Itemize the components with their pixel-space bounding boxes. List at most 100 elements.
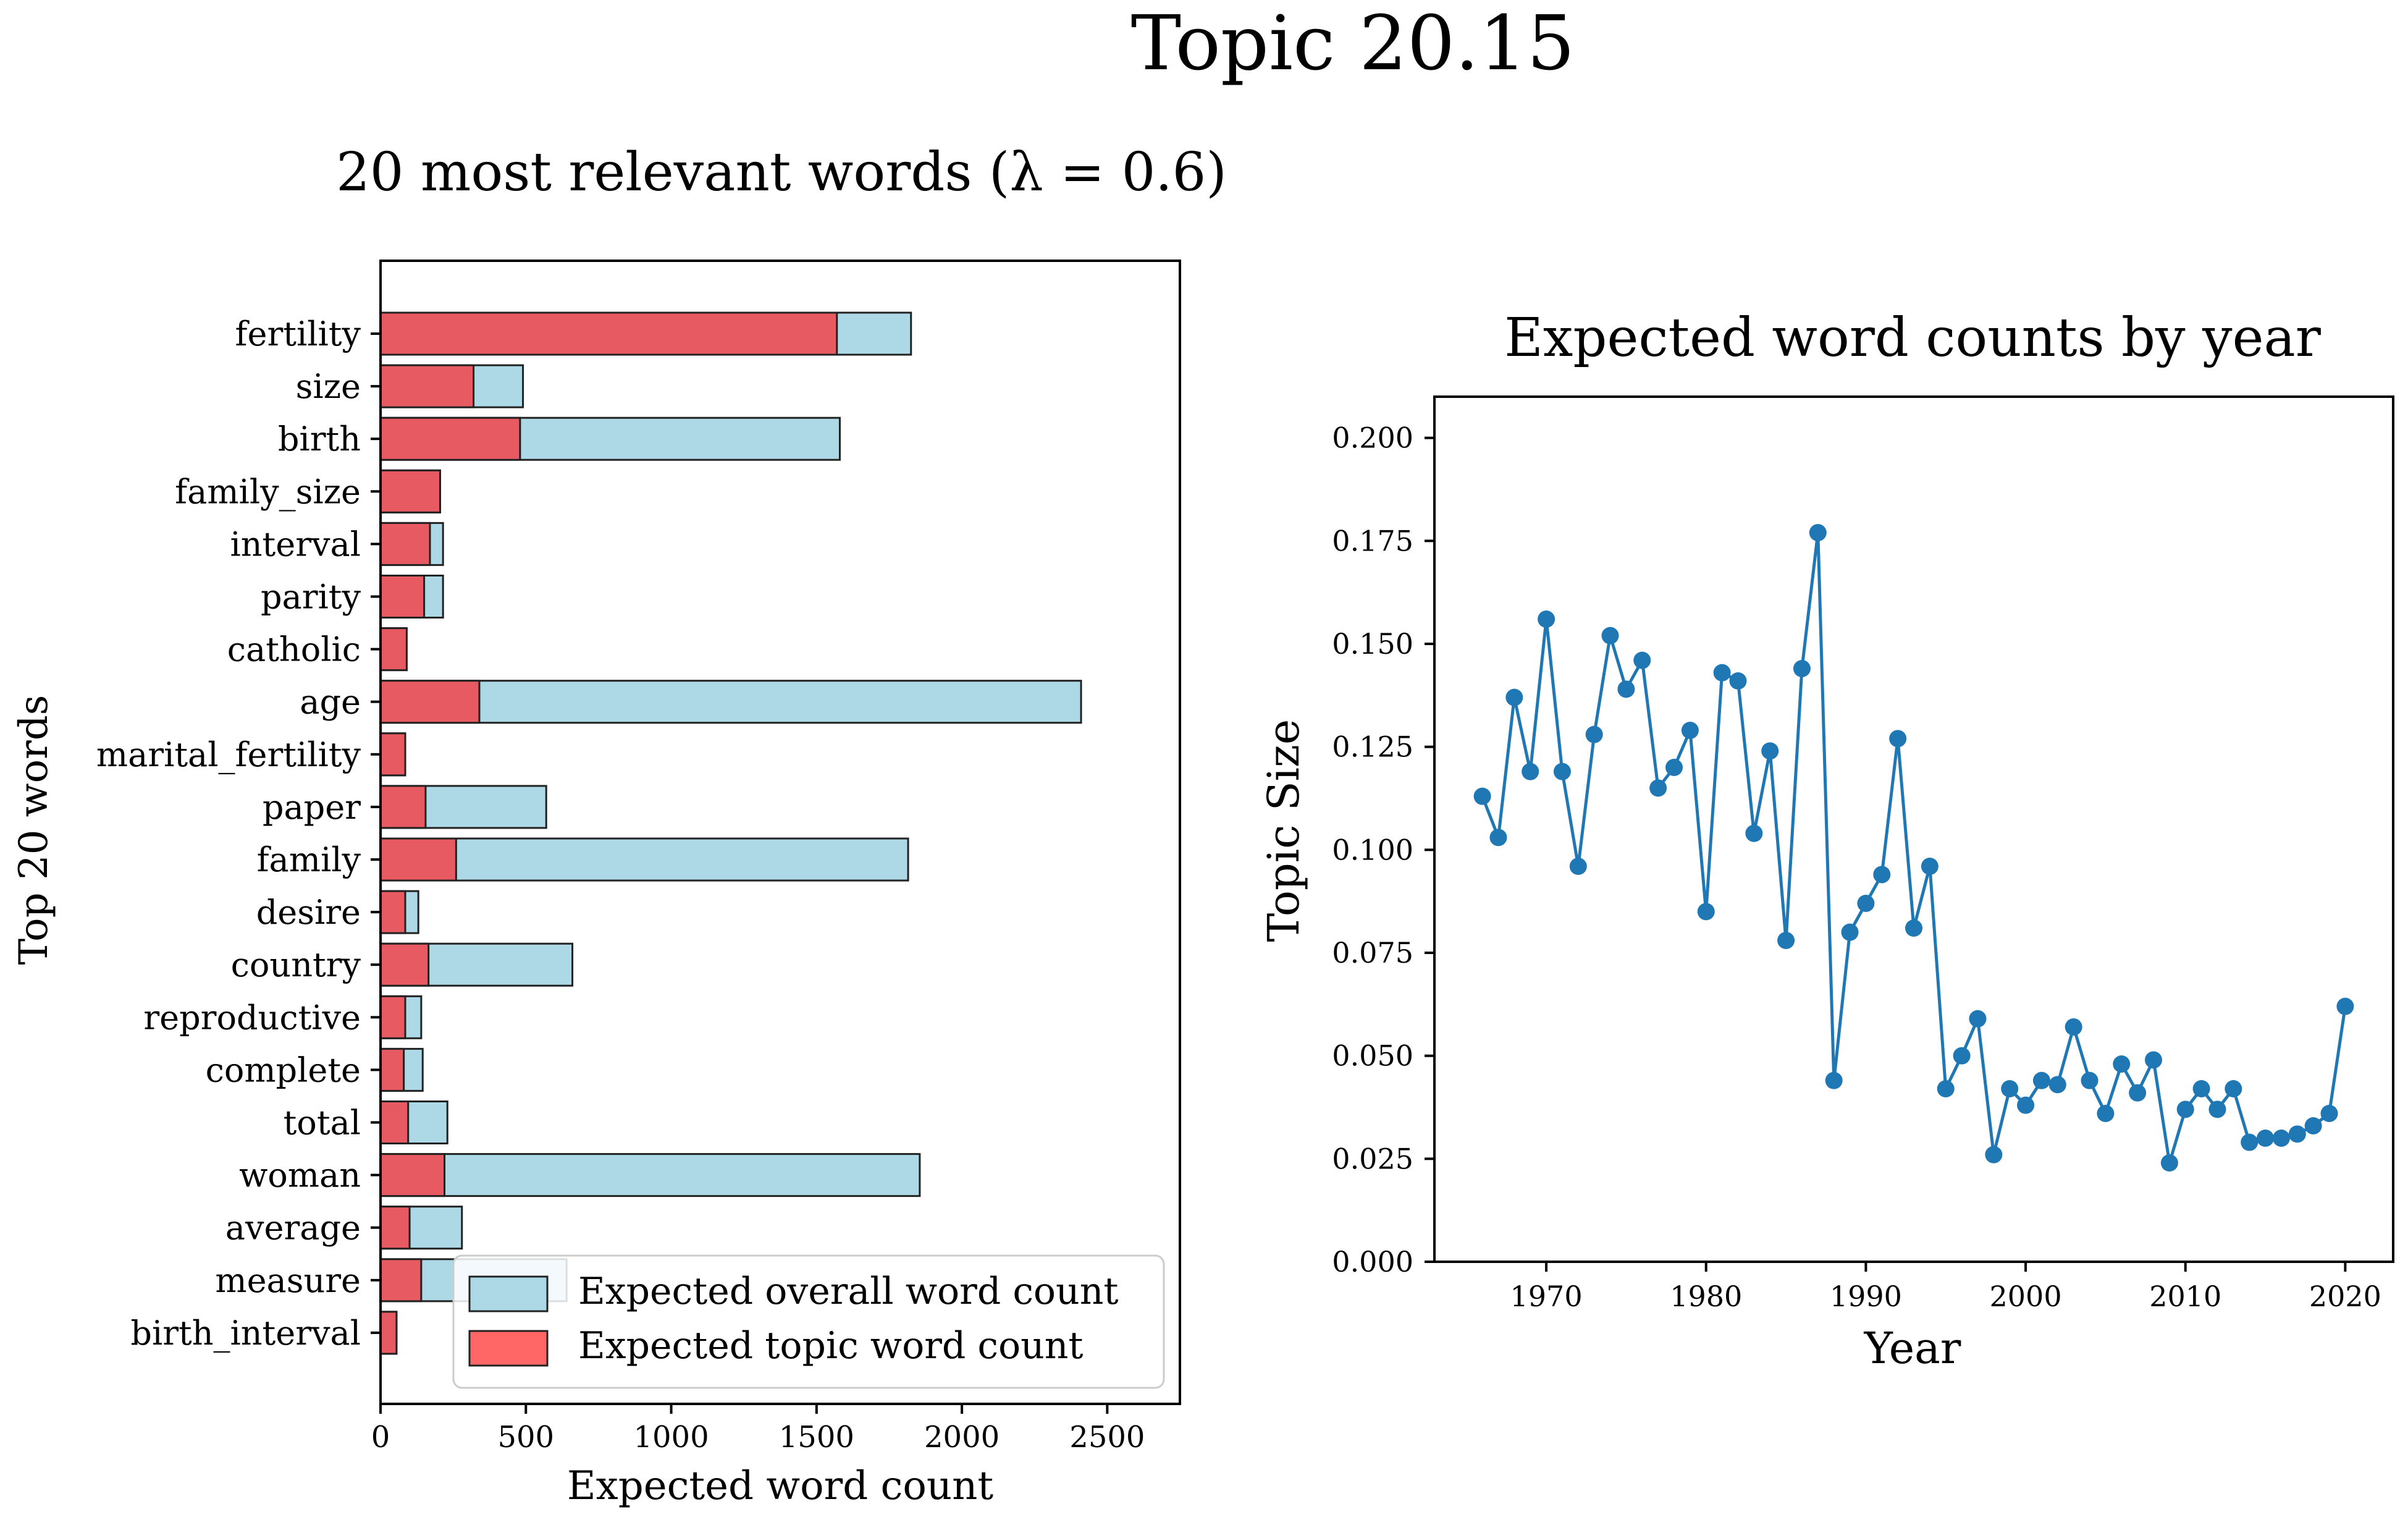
line-y-tick-label: 0.050 bbox=[1332, 1039, 1413, 1073]
line-data-point bbox=[1793, 660, 1811, 677]
legend-label-overall: Expected overall word count bbox=[578, 1270, 1118, 1313]
bar-topic bbox=[379, 837, 457, 882]
bar-topic bbox=[379, 416, 521, 461]
bar-y-tick-label: interval bbox=[230, 525, 361, 564]
line-data-point bbox=[2145, 1051, 2162, 1069]
bar-topic bbox=[379, 1206, 411, 1250]
line-data-point bbox=[2065, 1018, 2082, 1036]
bar-chart: 20 most relevant words (λ = 0.6) fertili… bbox=[11, 142, 1227, 1509]
bar-topic bbox=[379, 575, 426, 619]
bar-topic bbox=[379, 364, 475, 408]
bar-y-tick-label: marital_fertility bbox=[96, 735, 361, 774]
line-x-tick-labels: 1970 1980 1990 2000 2010 2020 bbox=[1510, 1262, 2381, 1313]
line-data-point bbox=[1777, 932, 1795, 949]
bar-topic bbox=[379, 732, 406, 777]
line-data-point bbox=[2225, 1080, 2242, 1097]
bar-y-tick-label: fertility bbox=[235, 315, 361, 353]
line-y-tick-label: 0.000 bbox=[1332, 1245, 1413, 1278]
bar-legend: Expected overall word count Expected top… bbox=[452, 1254, 1165, 1389]
line-y-tick-label: 0.100 bbox=[1332, 833, 1413, 866]
line-data-point bbox=[2081, 1071, 2099, 1089]
line-x-tick-label: 2000 bbox=[1990, 1280, 2062, 1313]
line-x-tick-label: 2010 bbox=[2149, 1280, 2221, 1313]
legend-label-topic: Expected topic word count bbox=[578, 1324, 1084, 1367]
line-data-point bbox=[2160, 1154, 2178, 1172]
line-data-point bbox=[1809, 524, 1827, 541]
bar-x-tick-label: 2500 bbox=[1069, 1420, 1145, 1455]
line-data-point bbox=[1697, 903, 1715, 921]
line-data-point bbox=[1905, 919, 1922, 937]
line-data-point bbox=[1729, 672, 1747, 690]
line-plot-frame bbox=[1433, 395, 2394, 1263]
bar-y-tick-label: country bbox=[231, 945, 361, 984]
bar-x-tick-label: 1000 bbox=[633, 1420, 709, 1455]
line-data-point bbox=[1649, 779, 1667, 797]
line-data-point bbox=[1825, 1071, 1843, 1089]
line-data-point bbox=[2257, 1130, 2275, 1147]
bar-y-tick-label: parity bbox=[261, 578, 361, 617]
bar-topic bbox=[379, 1258, 423, 1303]
line-data-point bbox=[1505, 688, 1523, 706]
line-series bbox=[1473, 524, 2354, 1172]
bar-x-tick-label: 2000 bbox=[924, 1420, 1000, 1455]
bar-x-axis-label: Expected word count bbox=[567, 1463, 993, 1509]
bar-topic bbox=[379, 942, 430, 987]
line-y-tick-label: 0.075 bbox=[1332, 936, 1413, 969]
line-data-point bbox=[2001, 1080, 2019, 1097]
line-y-tick-label: 0.125 bbox=[1332, 730, 1413, 764]
bar-topic bbox=[379, 890, 406, 934]
bar-topic bbox=[379, 785, 427, 829]
line-data-point bbox=[1937, 1080, 1955, 1097]
bar-topic bbox=[379, 469, 441, 513]
line-data-point bbox=[1665, 759, 1683, 776]
line-data-point bbox=[2048, 1076, 2066, 1094]
line-data-point bbox=[1889, 730, 1907, 748]
line-data-point bbox=[1969, 1010, 1987, 1028]
line-data-point bbox=[2304, 1117, 2322, 1134]
bar-legend-frame bbox=[452, 1254, 1165, 1389]
bar-y-tick-label: complete bbox=[206, 1050, 361, 1089]
bar-topic bbox=[379, 311, 838, 356]
bar-topic bbox=[379, 1153, 446, 1198]
line-data-point bbox=[2272, 1130, 2290, 1147]
line-x-tick-label: 1990 bbox=[1830, 1280, 1902, 1313]
line-data-point bbox=[2129, 1084, 2147, 1102]
bar-overall bbox=[379, 837, 909, 882]
line-data-point bbox=[1921, 858, 1939, 875]
bar-plot-frame bbox=[379, 260, 1181, 1405]
line-data-point bbox=[1633, 651, 1651, 669]
line-data-point bbox=[2241, 1133, 2259, 1151]
line-data-point bbox=[2336, 997, 2354, 1015]
line-data-point bbox=[1553, 762, 1571, 780]
line-data-point bbox=[2320, 1105, 2338, 1122]
bar-y-tick-label: paper bbox=[263, 788, 361, 827]
line-data-point bbox=[1985, 1146, 2003, 1164]
line-data-point bbox=[1601, 627, 1619, 644]
bar-overall bbox=[379, 1153, 921, 1198]
line-data-point bbox=[1585, 725, 1603, 743]
bar-x-tick-label: 500 bbox=[497, 1420, 554, 1455]
bar-y-tick-label: catholic bbox=[227, 630, 361, 669]
bar-y-tick-label: average bbox=[225, 1209, 361, 1248]
line-data-point bbox=[1761, 742, 1779, 760]
line-data-point bbox=[1538, 610, 1556, 628]
line-data-point bbox=[2176, 1100, 2194, 1118]
bar-x-tick-label: 0 bbox=[371, 1420, 390, 1455]
line-x-tick-label: 1980 bbox=[1670, 1280, 1742, 1313]
bar-overall bbox=[379, 680, 1082, 724]
bar-chart-title: 20 most relevant words (λ = 0.6) bbox=[336, 142, 1227, 203]
legend-swatch-overall bbox=[468, 1275, 549, 1312]
bar-y-axis-label: Top 20 words bbox=[11, 695, 57, 965]
line-data-point bbox=[1857, 895, 1875, 912]
line-data-point bbox=[2097, 1105, 2115, 1122]
bar-x-tick-labels: 0 500 1000 1500 2000 2500 bbox=[371, 1404, 1145, 1455]
line-data-point bbox=[2017, 1096, 2035, 1114]
line-x-tick-label: 1970 bbox=[1510, 1280, 1583, 1313]
line-y-axis-label: Topic Size bbox=[1258, 719, 1309, 942]
line-y-tick-label: 0.025 bbox=[1332, 1142, 1413, 1175]
line-y-tick-labels: 0.000 0.025 0.050 0.075 0.100 0.125 0.150 0.175… bbox=[1332, 421, 1434, 1278]
line-data-point bbox=[1569, 858, 1587, 875]
bar-y-tick-label: measure bbox=[215, 1261, 361, 1300]
line-chart-title: Expected word counts by year bbox=[1504, 307, 2322, 369]
